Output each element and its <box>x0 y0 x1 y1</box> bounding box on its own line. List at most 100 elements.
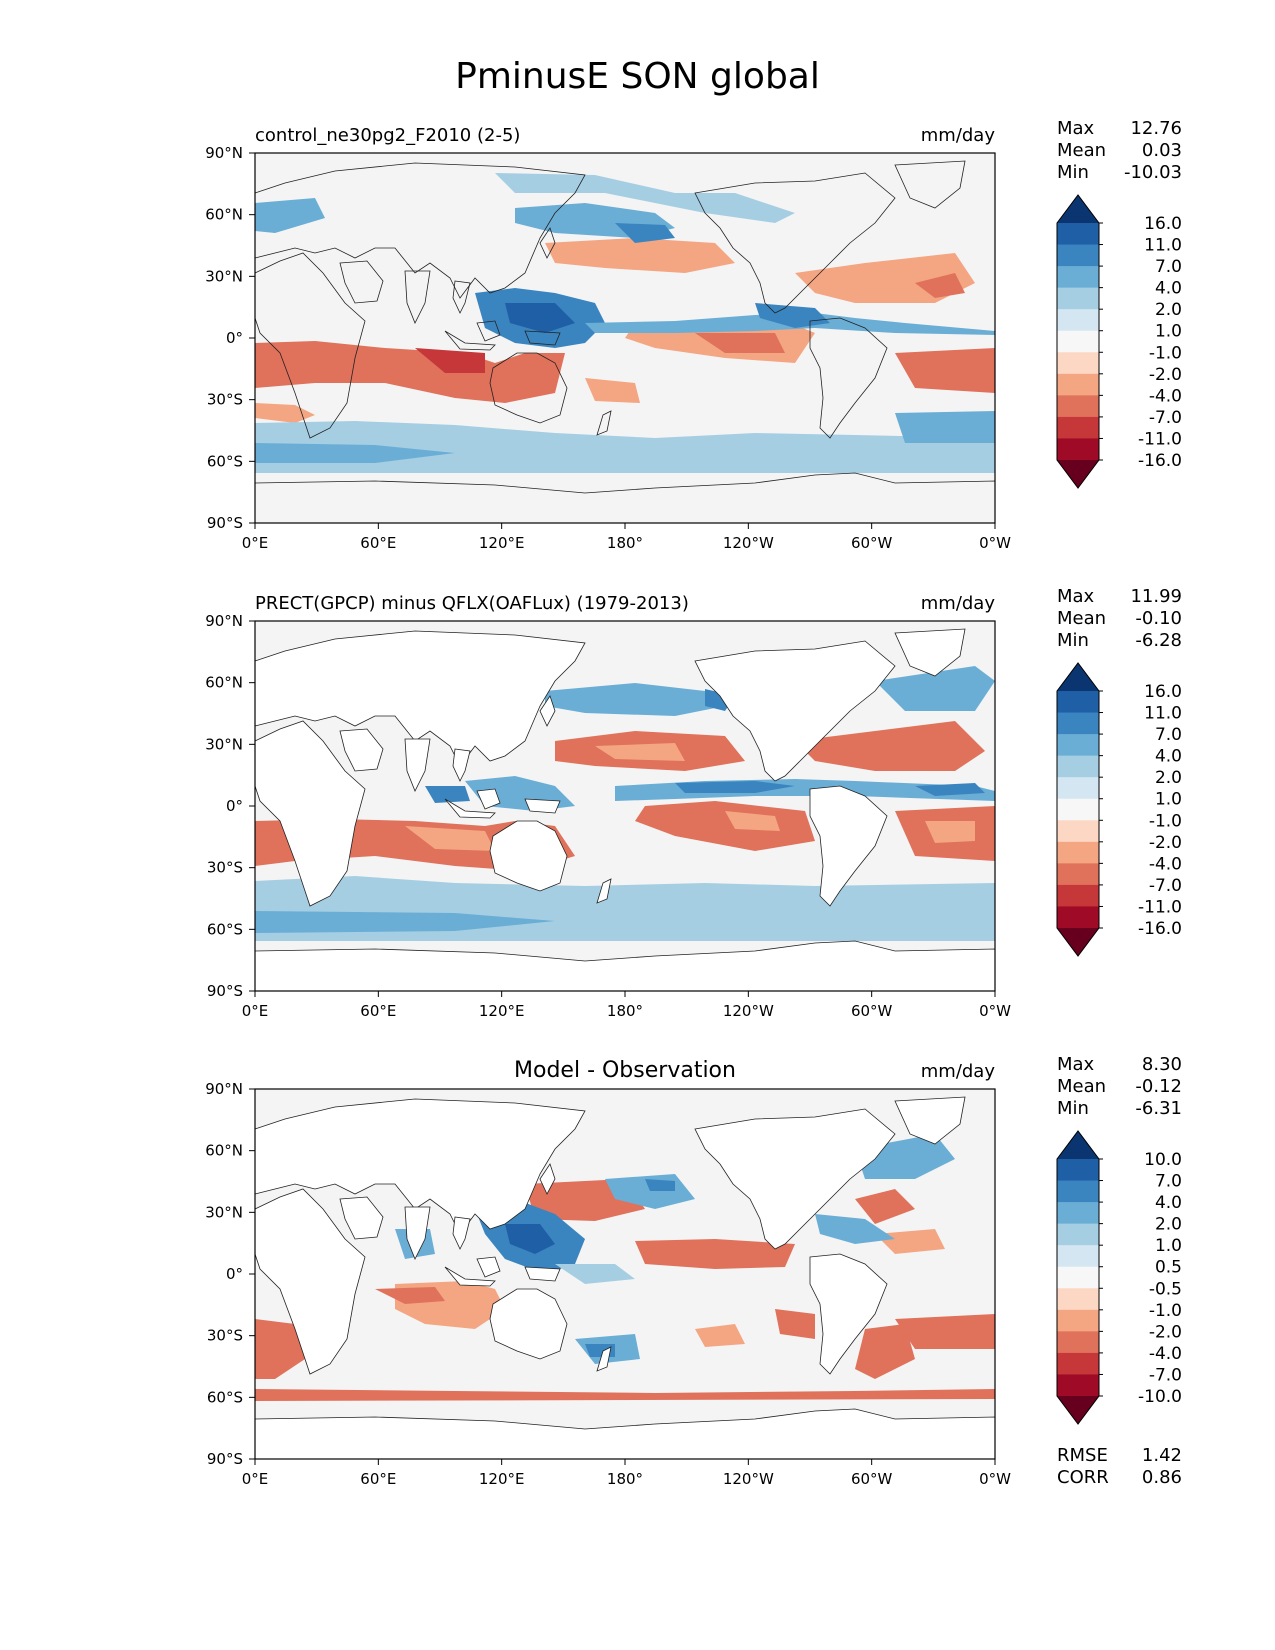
field-contour-region <box>405 826 495 851</box>
colorbar-segment <box>1057 1374 1099 1397</box>
colorbar-segment <box>1057 712 1099 735</box>
field-contour-region <box>415 348 485 373</box>
y-tick-label: 0° <box>226 329 243 347</box>
panel-units: mm/day <box>921 125 996 146</box>
field-contour-region <box>425 786 470 803</box>
colorbar-label: 11.0 <box>1144 704 1182 724</box>
map-diff <box>254 1088 996 1460</box>
colorbar-segment <box>1057 1266 1099 1289</box>
x-tick-label: 120°E <box>479 1002 525 1020</box>
colorbar-label: -16.0 <box>1138 451 1182 471</box>
colorbar-segment <box>1057 841 1099 864</box>
field-contour-region <box>585 378 640 403</box>
field-contour-region <box>255 341 565 403</box>
colorbar-segment <box>1057 1202 1099 1225</box>
panel-diff: 0°E 60°E 120°E 180° 120°W 60°W 0°W 90°N 60°N 30°N… <box>205 1054 1182 1488</box>
colorbar-extend-bottom <box>1057 1396 1099 1424</box>
y-tick-label: 30°S <box>207 391 243 409</box>
colorbar-segment <box>1057 223 1099 246</box>
y-tick-label: 90°S <box>207 514 243 532</box>
map-model <box>254 152 996 524</box>
field-contour-region <box>775 1309 815 1339</box>
stat-value: -10.03 <box>1124 162 1182 183</box>
field-contour-region <box>255 911 555 933</box>
stat-label: Max <box>1057 586 1095 607</box>
colorbar-label: 16.0 <box>1144 214 1182 234</box>
colorbar-extend-bottom <box>1057 928 1099 956</box>
field-contour-region <box>505 303 575 333</box>
colorbar-label: 0.5 <box>1155 1258 1182 1278</box>
figure-title: PminusE SON global <box>455 56 820 97</box>
y-tick-label: 60°N <box>205 1142 243 1160</box>
colorbar-segment <box>1057 395 1099 418</box>
colorbar-segment <box>1057 1180 1099 1203</box>
field-contour-region <box>875 1229 945 1254</box>
panel-center-title: Model - Observation <box>514 1058 736 1083</box>
field-contour-region <box>695 1324 745 1347</box>
colorbar-label: 1.0 <box>1155 1236 1182 1256</box>
x-tick-label: 120°W <box>723 1002 774 1020</box>
x-tick-label: 120°W <box>723 1470 774 1488</box>
stat-label: Max <box>1057 118 1095 139</box>
y-tick-label: 60°N <box>205 674 243 692</box>
colorbar-label: 4.0 <box>1155 747 1182 767</box>
colorbar-label: 16.0 <box>1144 682 1182 702</box>
field-contour-region <box>895 1314 995 1349</box>
x-tick-label: 180° <box>607 534 643 552</box>
colorbar-label: -1.0 <box>1149 343 1182 363</box>
stat-value: -0.10 <box>1135 608 1182 629</box>
field-contour-region <box>675 781 795 793</box>
colorbar-segment <box>1057 1288 1099 1311</box>
y-tick-label: 90°N <box>205 1080 243 1098</box>
colorbar-segment <box>1057 777 1099 800</box>
stat-value: -6.28 <box>1135 630 1182 651</box>
panel-left-title: PRECT(GPCP) minus QFLX(OAFLux) (1979-201… <box>255 593 689 614</box>
field-contour-region <box>495 173 795 223</box>
stat-value: 8.30 <box>1142 1054 1182 1075</box>
colorbar-label: -4.0 <box>1149 854 1182 874</box>
colorbar-label: -1.0 <box>1149 811 1182 831</box>
stat-label: Mean <box>1057 1076 1106 1097</box>
y-tick-label: 0° <box>226 797 243 815</box>
colorbar-label: 2.0 <box>1155 768 1182 788</box>
x-tick-label: 0°W <box>979 1470 1011 1488</box>
stat-label: Mean <box>1057 608 1106 629</box>
stat-label: Min <box>1057 630 1089 651</box>
field-contour-region <box>255 198 325 233</box>
colorbar-label: -2.0 <box>1149 833 1182 853</box>
colorbar-segment <box>1057 906 1099 929</box>
colorbar-segment <box>1057 1331 1099 1354</box>
colorbar-label: 7.0 <box>1155 1172 1182 1192</box>
colorbar-segment <box>1057 798 1099 821</box>
colorbar-label: -2.0 <box>1149 365 1182 385</box>
stat-value: -0.12 <box>1135 1076 1182 1097</box>
field-contour-region <box>635 1239 795 1269</box>
colorbar-segment <box>1057 1223 1099 1246</box>
colorbar-extend-top <box>1057 195 1099 223</box>
field-contour-region <box>725 811 780 831</box>
y-tick-label: 30°N <box>205 1203 243 1221</box>
field-contour-region <box>545 238 735 273</box>
x-tick-label: 120°E <box>479 1470 525 1488</box>
colorbar-segment <box>1057 863 1099 886</box>
colorbar-label: -16.0 <box>1138 919 1182 939</box>
colorbar-label: 1.0 <box>1155 790 1182 810</box>
colorbar-extend-bottom <box>1057 460 1099 488</box>
field-contour-region <box>915 783 985 796</box>
map-obs <box>254 620 996 992</box>
field-contour-region <box>595 743 685 761</box>
panel-model: 0°E 60°E 120°E 180° 120°W 60°W 0°W 90°N 60°N 30°N… <box>205 118 1182 552</box>
x-tick-label: 60°W <box>851 1470 893 1488</box>
field-contour-region <box>615 223 675 243</box>
field-contour-region <box>555 1264 635 1284</box>
field-contour-region <box>255 1319 305 1379</box>
colorbar-segment <box>1057 416 1099 439</box>
colorbar-label: -7.0 <box>1149 876 1182 896</box>
colorbar-label: -7.0 <box>1149 1365 1182 1385</box>
metric-value: 0.86 <box>1142 1467 1182 1488</box>
colorbar-segment <box>1057 1245 1099 1268</box>
field-contour-region <box>375 1287 445 1304</box>
colorbar-label: -11.0 <box>1138 429 1182 449</box>
colorbar-label: -10.0 <box>1138 1387 1182 1407</box>
